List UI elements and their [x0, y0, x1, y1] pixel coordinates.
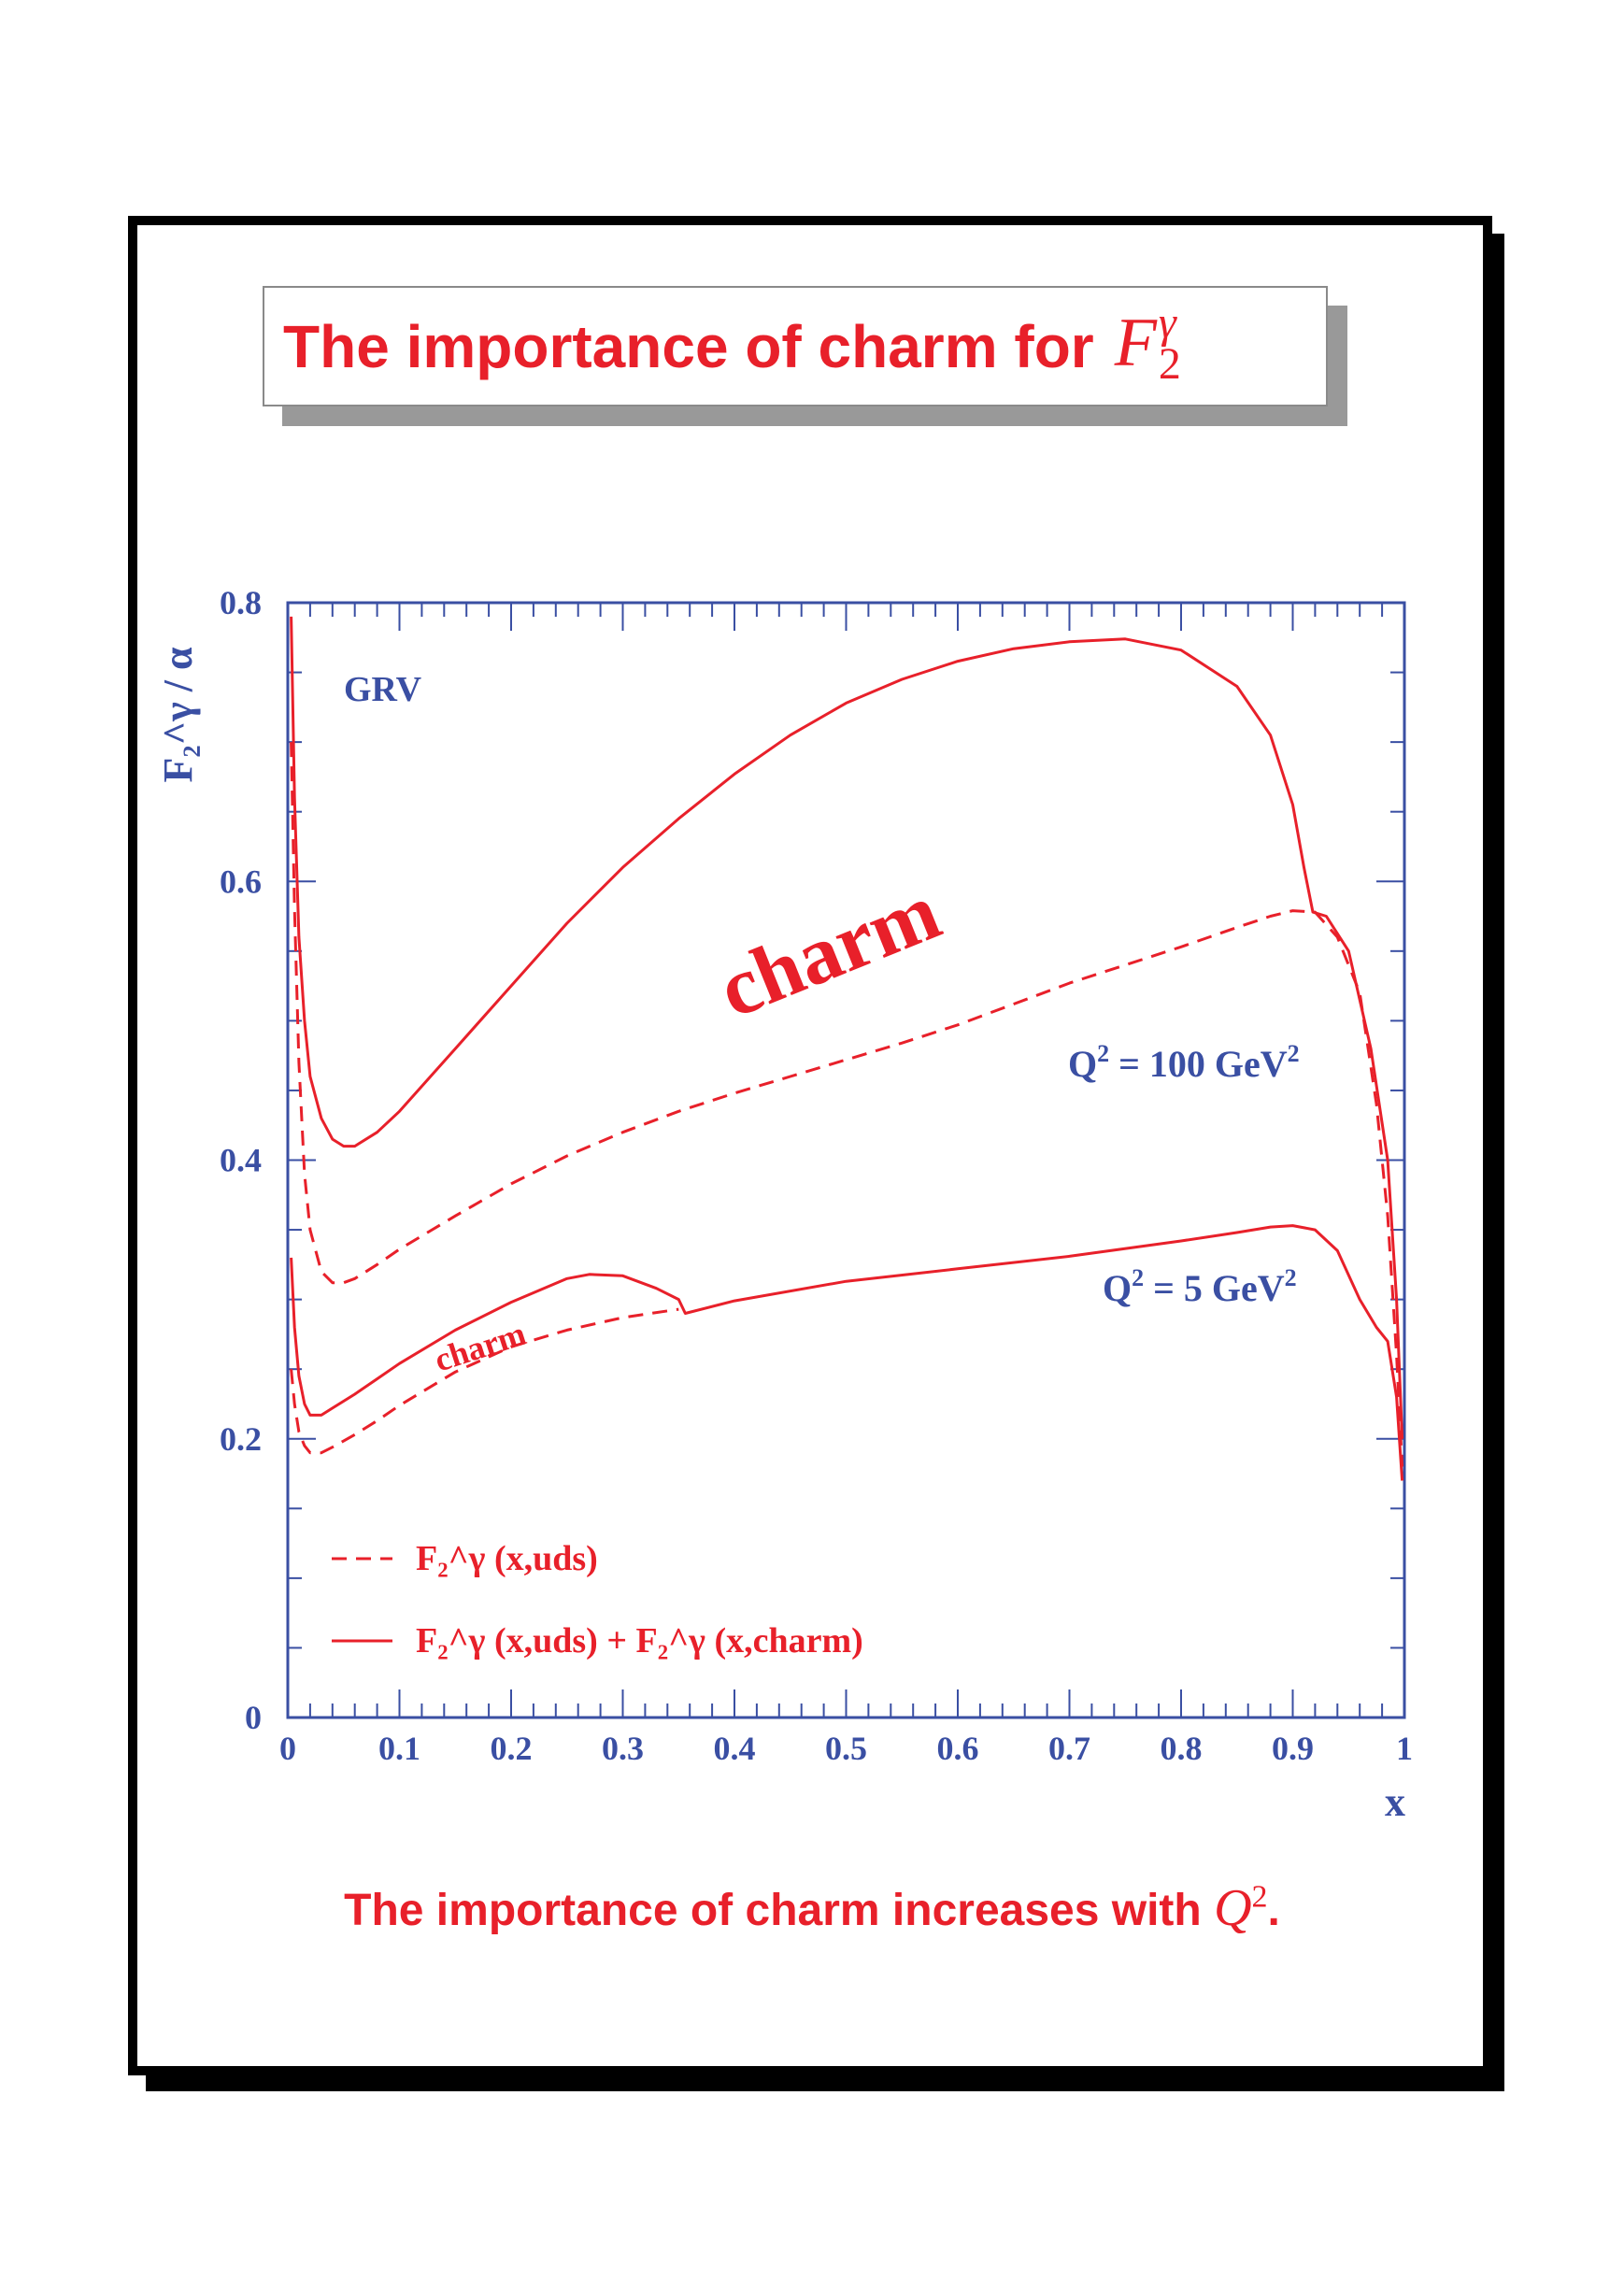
- q2-100-label-q: Q: [1068, 1043, 1097, 1085]
- q2-100-label: Q2 = 100 GeV2: [1068, 1040, 1300, 1085]
- q2-5-label-unit-sup: 2: [1285, 1264, 1297, 1291]
- x-tick-label: 0.8: [1161, 1730, 1203, 1767]
- x-tick-label: 0: [279, 1730, 296, 1767]
- series-line-0: [290, 616, 1404, 1439]
- y-tick-label: 0.8: [220, 584, 262, 621]
- y-axis-label: F₂^γ / α: [155, 647, 201, 782]
- model-label: GRV: [344, 670, 422, 709]
- title-symbol-sub: 2: [1158, 338, 1181, 389]
- q2-5-label-q: Q: [1103, 1267, 1132, 1309]
- x-tick-label: 0.5: [825, 1730, 867, 1767]
- title-box: The importance of charm for F γ 2: [263, 286, 1328, 406]
- caption-symbol-letter: Q: [1214, 1879, 1252, 1937]
- series-line-3: [290, 1307, 679, 1455]
- charm-label-large: charm: [706, 866, 952, 1035]
- x-tick-label: 0.3: [602, 1730, 644, 1767]
- legend-label-solid: F₂^γ (x,uds) + F₂^γ (x,charm): [416, 1621, 863, 1661]
- x-tick-label: 0.2: [491, 1730, 533, 1767]
- x-axis-label: x: [1385, 1779, 1405, 1825]
- caption-symbol: Q2: [1214, 1879, 1267, 1937]
- q2-5-label-q-sup: 2: [1132, 1264, 1144, 1291]
- charm-label-small: charm: [430, 1315, 530, 1379]
- y-tick-label: 0: [245, 1699, 262, 1736]
- series-line-2: [290, 1224, 1404, 1481]
- title-symbol-sup: γ: [1158, 298, 1176, 349]
- q2-100-label-unit-sup: 2: [1288, 1040, 1300, 1067]
- y-tick-label: 0.4: [220, 1142, 262, 1179]
- y-tick-label: 0.6: [220, 862, 262, 900]
- caption: The importance of charm increases with Q…: [0, 1878, 1624, 1938]
- x-tick-label: 0.4: [714, 1730, 756, 1767]
- q2-5-label: Q2 = 5 GeV2: [1103, 1264, 1297, 1309]
- q2-5-label-mid: = 5 GeV: [1144, 1267, 1285, 1309]
- q2-100-label-q-sup: 2: [1097, 1040, 1109, 1067]
- title-symbol: F γ 2: [1114, 301, 1181, 389]
- y-tick-label: 0.2: [220, 1420, 262, 1458]
- x-tick-label: 0.6: [937, 1730, 979, 1767]
- title-text: The importance of charm for: [283, 312, 1094, 380]
- legend-label-dashed: F₂^γ (x,uds): [416, 1539, 598, 1578]
- caption-end: .: [1267, 1886, 1280, 1935]
- series-line-1: [290, 742, 1404, 1467]
- caption-text: The importance of charm increases with: [344, 1886, 1202, 1935]
- caption-symbol-sup: 2: [1251, 1879, 1268, 1915]
- x-tick-label: 0.1: [378, 1730, 420, 1767]
- x-tick-label: 1: [1396, 1730, 1413, 1767]
- q2-100-label-mid: = 100 GeV: [1109, 1043, 1288, 1085]
- x-tick-label: 0.9: [1272, 1730, 1314, 1767]
- title-symbol-letter: F: [1114, 305, 1157, 382]
- x-tick-label: 0.7: [1048, 1730, 1090, 1767]
